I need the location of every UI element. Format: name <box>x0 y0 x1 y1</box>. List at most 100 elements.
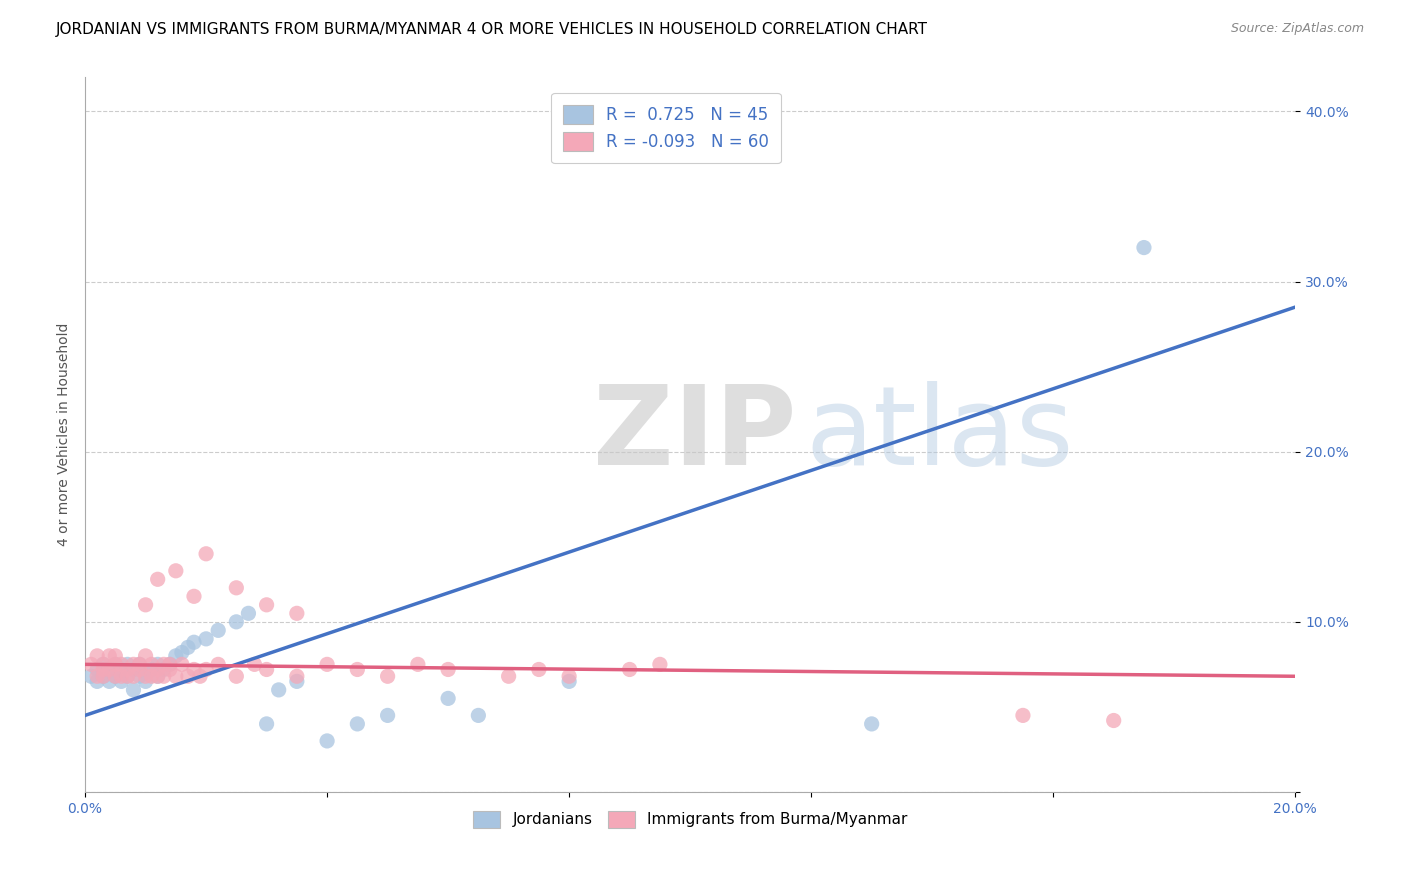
Point <box>135 665 157 680</box>
Point <box>165 669 187 683</box>
Point <box>437 663 460 677</box>
Legend: Jordanians, Immigrants from Burma/Myanmar: Jordanians, Immigrants from Burma/Myanma… <box>467 805 914 834</box>
Point <box>177 669 200 683</box>
Point <box>98 674 121 689</box>
Point <box>558 669 581 683</box>
Point <box>91 663 114 677</box>
Point <box>122 682 145 697</box>
Point <box>135 648 157 663</box>
Text: Source: ZipAtlas.com: Source: ZipAtlas.com <box>1230 22 1364 36</box>
Point <box>406 657 429 672</box>
Point <box>316 657 339 672</box>
Point <box>152 663 174 677</box>
Point <box>110 663 132 677</box>
Point <box>86 648 108 663</box>
Point <box>91 669 114 683</box>
Point <box>86 663 108 677</box>
Point <box>91 657 114 672</box>
Text: JORDANIAN VS IMMIGRANTS FROM BURMA/MYANMAR 4 OR MORE VEHICLES IN HOUSEHOLD CORRE: JORDANIAN VS IMMIGRANTS FROM BURMA/MYANM… <box>56 22 928 37</box>
Point <box>117 669 139 683</box>
Point <box>122 669 145 683</box>
Point <box>195 547 218 561</box>
Text: atlas: atlas <box>806 381 1074 488</box>
Point <box>117 663 139 677</box>
Point <box>128 657 150 672</box>
Point <box>135 598 157 612</box>
Point <box>207 624 229 638</box>
Point <box>377 669 399 683</box>
Point <box>256 598 278 612</box>
Point <box>152 657 174 672</box>
Point <box>128 669 150 683</box>
Point <box>91 665 114 680</box>
Point <box>183 663 205 677</box>
Point <box>225 669 247 683</box>
Text: ZIP: ZIP <box>593 381 797 488</box>
Point <box>285 674 308 689</box>
Point <box>243 657 266 672</box>
Point <box>860 717 883 731</box>
Point <box>1012 708 1035 723</box>
Point <box>117 669 139 683</box>
Point <box>256 663 278 677</box>
Point <box>141 663 163 677</box>
Point <box>183 635 205 649</box>
Point <box>104 669 127 683</box>
Point <box>1133 241 1156 255</box>
Point <box>225 615 247 629</box>
Point <box>188 669 211 683</box>
Point <box>316 734 339 748</box>
Point <box>98 663 121 677</box>
Point <box>146 572 169 586</box>
Point <box>146 663 169 677</box>
Point <box>467 708 489 723</box>
Point <box>195 632 218 646</box>
Point <box>141 669 163 683</box>
Point <box>437 691 460 706</box>
Point <box>527 663 550 677</box>
Point <box>122 657 145 672</box>
Point <box>238 607 260 621</box>
Point <box>146 657 169 672</box>
Point <box>86 669 108 683</box>
Point <box>104 665 127 680</box>
Point <box>122 663 145 677</box>
Point <box>98 663 121 677</box>
Point <box>256 717 278 731</box>
Point <box>183 590 205 604</box>
Point <box>110 669 132 683</box>
Point <box>110 674 132 689</box>
Point <box>285 607 308 621</box>
Point <box>152 669 174 683</box>
Point <box>104 648 127 663</box>
Point <box>498 669 520 683</box>
Point <box>135 674 157 689</box>
Point <box>346 663 368 677</box>
Point <box>159 663 181 677</box>
Point <box>128 663 150 677</box>
Point <box>267 682 290 697</box>
Point <box>91 669 114 683</box>
Point <box>225 581 247 595</box>
Point <box>91 657 114 672</box>
Point <box>177 640 200 655</box>
Point <box>165 648 187 663</box>
Point <box>86 674 108 689</box>
Point <box>159 657 181 672</box>
Point <box>285 669 308 683</box>
Point <box>104 669 127 683</box>
Point <box>207 657 229 672</box>
Point <box>195 663 218 677</box>
Point <box>80 669 103 683</box>
Point <box>141 657 163 672</box>
Point <box>117 657 139 672</box>
Point <box>128 657 150 672</box>
Point <box>98 648 121 663</box>
Point <box>104 657 127 672</box>
Point <box>135 669 157 683</box>
Point <box>110 657 132 672</box>
Point <box>146 669 169 683</box>
Point <box>80 657 103 672</box>
Point <box>170 657 193 672</box>
Point <box>146 669 169 683</box>
